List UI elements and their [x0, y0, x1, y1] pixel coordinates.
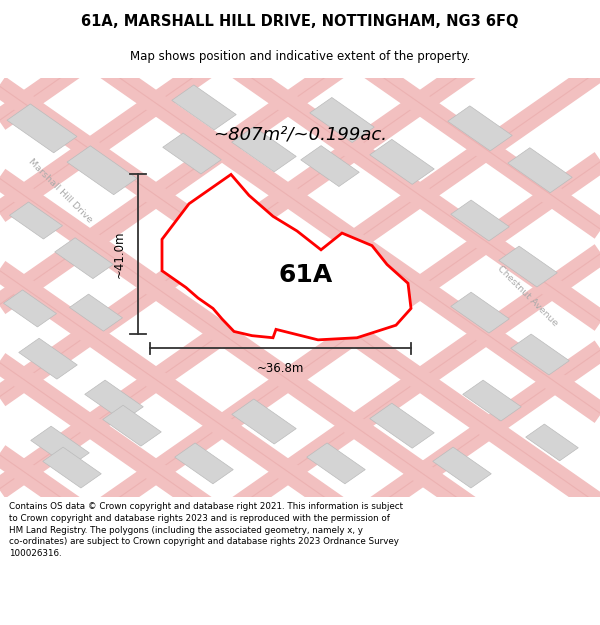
Bar [448, 106, 512, 151]
Bar [55, 238, 113, 279]
Bar [463, 380, 521, 421]
Bar [307, 443, 365, 484]
Bar [301, 146, 359, 186]
Bar [163, 133, 221, 174]
Text: Marshall Hill Drive: Marshall Hill Drive [26, 158, 94, 225]
Bar [175, 443, 233, 484]
Bar [508, 148, 572, 192]
Bar [19, 338, 77, 379]
Bar [70, 294, 122, 331]
Bar [232, 399, 296, 444]
Bar [451, 200, 509, 241]
Bar [433, 447, 491, 488]
Text: 61A, MARSHALL HILL DRIVE, NOTTINGHAM, NG3 6FQ: 61A, MARSHALL HILL DRIVE, NOTTINGHAM, NG… [81, 14, 519, 29]
Text: Map shows position and indicative extent of the property.: Map shows position and indicative extent… [130, 50, 470, 62]
Bar [370, 403, 434, 448]
Bar [67, 146, 137, 194]
Bar [31, 426, 89, 467]
Text: ~36.8m: ~36.8m [257, 362, 304, 375]
Text: Contains OS data © Crown copyright and database right 2021. This information is : Contains OS data © Crown copyright and d… [9, 502, 403, 558]
Bar [85, 380, 143, 421]
Text: ~41.0m: ~41.0m [112, 230, 125, 278]
Bar [172, 85, 236, 130]
Bar [43, 447, 101, 488]
Bar [499, 246, 557, 287]
Bar [10, 202, 62, 239]
Bar [451, 292, 509, 333]
Bar [4, 290, 56, 327]
Text: Chestnut Avenue: Chestnut Avenue [496, 264, 560, 328]
Bar [511, 334, 569, 375]
Polygon shape [162, 174, 411, 340]
Bar [310, 98, 374, 142]
Text: ~807m²/~0.199ac.: ~807m²/~0.199ac. [213, 126, 387, 144]
Bar [370, 139, 434, 184]
Text: 61A: 61A [279, 263, 333, 287]
Bar [232, 127, 296, 172]
Bar [526, 424, 578, 461]
Bar [7, 104, 77, 152]
Bar [103, 405, 161, 446]
